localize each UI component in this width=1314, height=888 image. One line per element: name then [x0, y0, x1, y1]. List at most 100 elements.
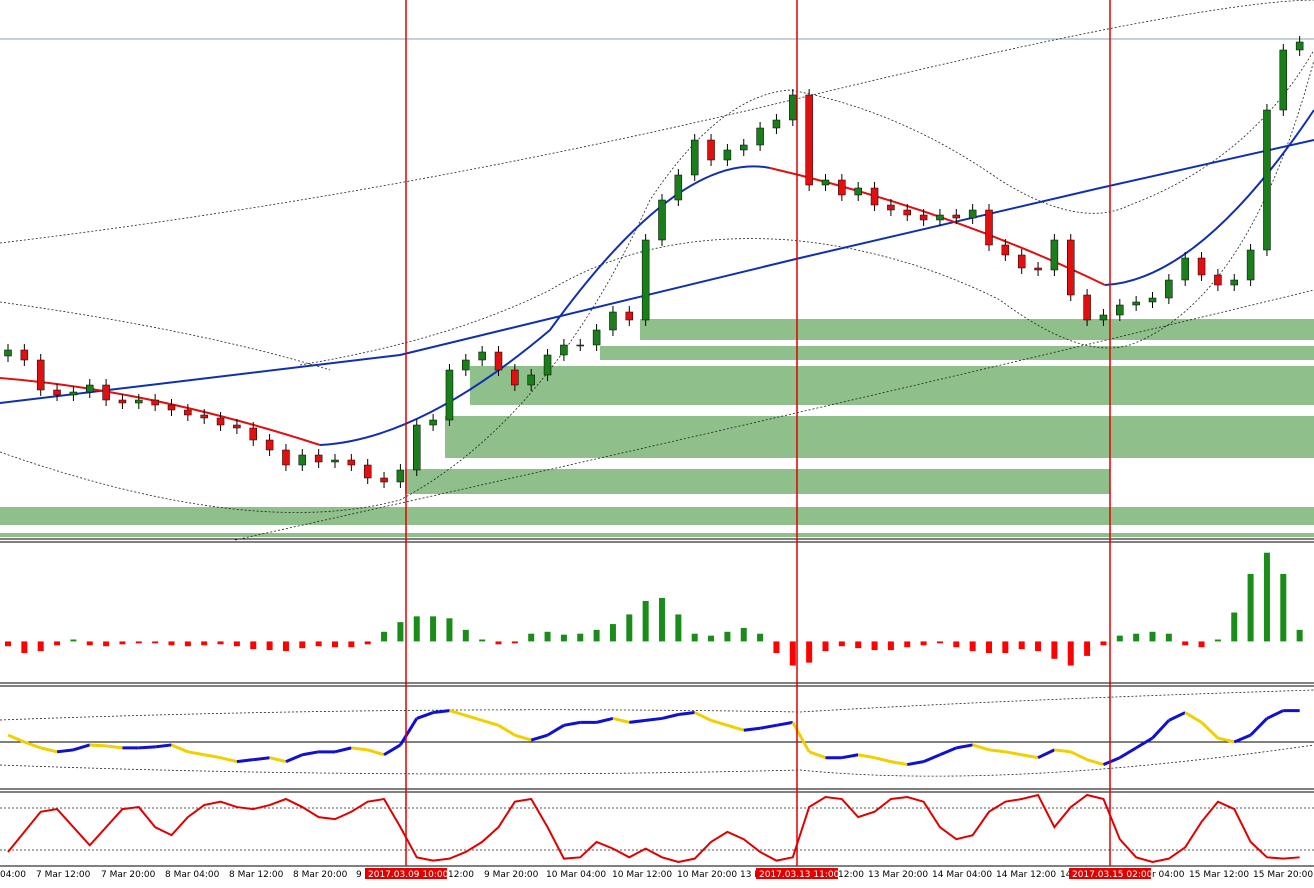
candle-body	[903, 209, 911, 216]
x-axis: 04:00 7 Mar 12:00 7 Mar 20:00 8 Mar 04:0…	[0, 870, 1313, 880]
candle-body	[478, 351, 486, 361]
histogram-bar	[495, 641, 502, 645]
candle-body	[20, 349, 29, 361]
candle-body	[151, 399, 159, 406]
candle-body	[919, 214, 928, 221]
histogram-bar	[724, 631, 731, 642]
oscillator-segment	[56, 748, 74, 754]
oscillator-segment	[399, 717, 419, 746]
x-label: 8 Mar 12:00	[229, 870, 284, 880]
oscillator-segment	[481, 718, 499, 727]
oscillator-segment	[1266, 709, 1284, 720]
histogram-bar	[462, 629, 469, 642]
oscillator-segment	[7, 733, 25, 744]
candle-body	[118, 399, 127, 404]
oscillator-segment	[972, 743, 990, 752]
candle-body	[86, 384, 94, 393]
x-label: 13 Mar 20:00	[868, 870, 928, 880]
histogram-bar	[904, 641, 911, 648]
candle-body	[1067, 239, 1075, 296]
histogram-bar	[838, 641, 845, 647]
oscillator-segment	[40, 746, 58, 754]
histogram-bar	[1067, 641, 1074, 666]
candle-body	[1132, 301, 1140, 306]
histogram-bar	[1133, 633, 1140, 642]
x-label: r 04:00	[1152, 870, 1185, 880]
candle-body	[445, 369, 454, 421]
histogram-bar	[577, 633, 584, 642]
candle-body	[53, 389, 61, 396]
histogram-bar	[1263, 552, 1270, 642]
histogram-bar	[1182, 641, 1189, 646]
oscillator-segment	[808, 750, 827, 760]
histogram-bar	[1280, 573, 1287, 642]
x-label: 15 Mar 12:00	[1189, 870, 1249, 880]
histogram-bar	[1296, 629, 1303, 642]
histogram-bar	[806, 641, 813, 663]
oscillator-segment	[596, 716, 614, 724]
oscillator-segment	[956, 743, 973, 750]
candle-body	[870, 187, 879, 206]
histogram-bar	[37, 641, 44, 652]
oscillator-segment	[661, 713, 679, 720]
histogram-bar	[1018, 641, 1025, 650]
histogram-bar	[528, 633, 535, 642]
histogram-bar	[969, 641, 976, 652]
candle-body	[233, 424, 241, 429]
oscillator-segment	[154, 743, 172, 749]
marker-box	[756, 868, 838, 879]
candle-body	[249, 427, 257, 441]
oscillator-segment	[514, 733, 532, 742]
oscillator-segment	[187, 750, 205, 757]
envelopes	[0, 0, 1314, 541]
candle-body	[184, 409, 192, 416]
oscillator-segment	[89, 743, 107, 748]
candle-body	[740, 144, 748, 151]
candle-body	[413, 424, 421, 471]
oscillator-segment	[776, 720, 794, 727]
oscillator-segment	[759, 723, 777, 730]
candle-body	[543, 354, 552, 376]
oscillator-segment	[791, 721, 811, 753]
x-label: 10 Mar 12:00	[612, 870, 672, 880]
candle-body	[1181, 257, 1189, 281]
histogram-bar	[70, 639, 77, 642]
histogram-bar	[364, 641, 371, 645]
oscillator-segment	[449, 709, 467, 717]
candle-body	[1099, 314, 1108, 321]
fast-ma-down	[0, 377, 321, 446]
oscillator-segment	[269, 756, 287, 764]
candle-body	[1230, 279, 1238, 286]
oscillator-segment	[743, 726, 761, 732]
candle-body	[1001, 244, 1010, 256]
oscillator-segment	[906, 760, 924, 767]
candle-body	[1197, 257, 1206, 276]
oscillator-segment	[1054, 748, 1071, 754]
x-label: 9 Mar 20:00	[484, 870, 539, 880]
candle-body	[576, 344, 584, 347]
oscillator-segment	[432, 709, 450, 715]
oscillator-segment	[710, 718, 728, 727]
histogram-bar	[789, 641, 796, 666]
candle-body	[854, 187, 862, 196]
x-label: 14	[1060, 870, 1072, 880]
histogram-bar	[201, 641, 208, 646]
oscillator-segment	[105, 744, 123, 750]
oscillator-segment	[138, 745, 156, 750]
oscillator-segment	[1021, 753, 1039, 760]
oscillator-segment	[23, 740, 42, 750]
oscillator-segment	[1200, 721, 1219, 740]
candle-body	[756, 127, 764, 146]
x-label: 10 Mar 04:00	[546, 870, 606, 880]
marker-label: 2017.03.09 10:00	[368, 870, 449, 880]
histogram-bar	[397, 622, 404, 642]
candle-body	[723, 149, 732, 161]
histogram-bar	[986, 641, 992, 653]
candle-body	[69, 391, 78, 396]
candle-body	[36, 359, 45, 391]
histogram-bar	[135, 641, 142, 644]
histogram-bar	[103, 641, 110, 647]
histogram-bar	[1247, 573, 1254, 642]
histogram-bar	[233, 641, 240, 647]
